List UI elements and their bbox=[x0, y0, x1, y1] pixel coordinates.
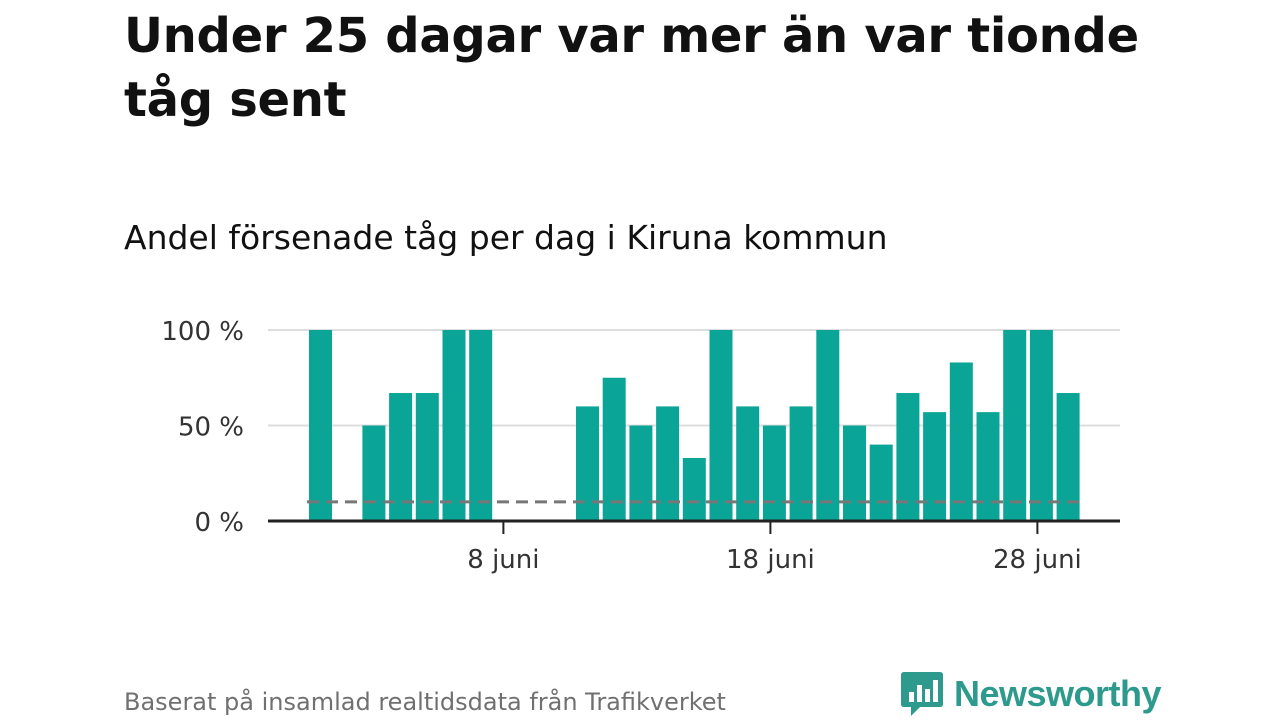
bar bbox=[442, 330, 466, 521]
bar bbox=[1003, 330, 1027, 521]
newsworthy-logo-icon bbox=[901, 672, 943, 716]
bar bbox=[869, 444, 893, 521]
x-tick-label: 18 juni bbox=[726, 545, 815, 575]
bar bbox=[389, 393, 413, 521]
bar bbox=[736, 406, 760, 521]
brand-name: Newsworthy bbox=[954, 673, 1162, 714]
bar bbox=[682, 457, 706, 521]
bar bbox=[896, 393, 920, 521]
bar bbox=[762, 425, 786, 521]
x-tick-label: 28 juni bbox=[993, 545, 1082, 575]
y-tick-label: 0 % bbox=[194, 508, 244, 538]
bar bbox=[816, 330, 840, 521]
chart-title: Under 25 dagar var mer än var tionde tåg… bbox=[124, 8, 1139, 128]
bar bbox=[469, 330, 493, 521]
bar bbox=[789, 406, 813, 521]
y-tick-label: 50 % bbox=[178, 413, 244, 443]
bar bbox=[362, 425, 386, 521]
y-tick-label: 100 % bbox=[161, 317, 244, 347]
bar bbox=[1029, 330, 1053, 521]
brand-logo[interactable]: Newsworthy bbox=[900, 670, 1162, 718]
bar bbox=[949, 362, 973, 521]
bar bbox=[923, 412, 947, 521]
x-tick-label: 8 juni bbox=[467, 545, 539, 575]
bar bbox=[415, 393, 439, 521]
bar bbox=[629, 425, 653, 521]
bar-chart: 0 % 50 % 100 % 8 juni 18 juni 28 juni bbox=[161, 317, 1120, 575]
bar bbox=[843, 425, 866, 521]
bar bbox=[602, 377, 626, 521]
source-note: Baserat på insamlad realtidsdata från Tr… bbox=[124, 688, 726, 716]
bar bbox=[976, 412, 1000, 521]
bar bbox=[576, 406, 599, 521]
bar bbox=[656, 406, 680, 521]
bar bbox=[309, 330, 332, 521]
bar bbox=[1056, 393, 1080, 521]
chart-subtitle: Andel försenade tåg per dag i Kiruna kom… bbox=[124, 218, 888, 257]
bar bbox=[709, 330, 733, 521]
